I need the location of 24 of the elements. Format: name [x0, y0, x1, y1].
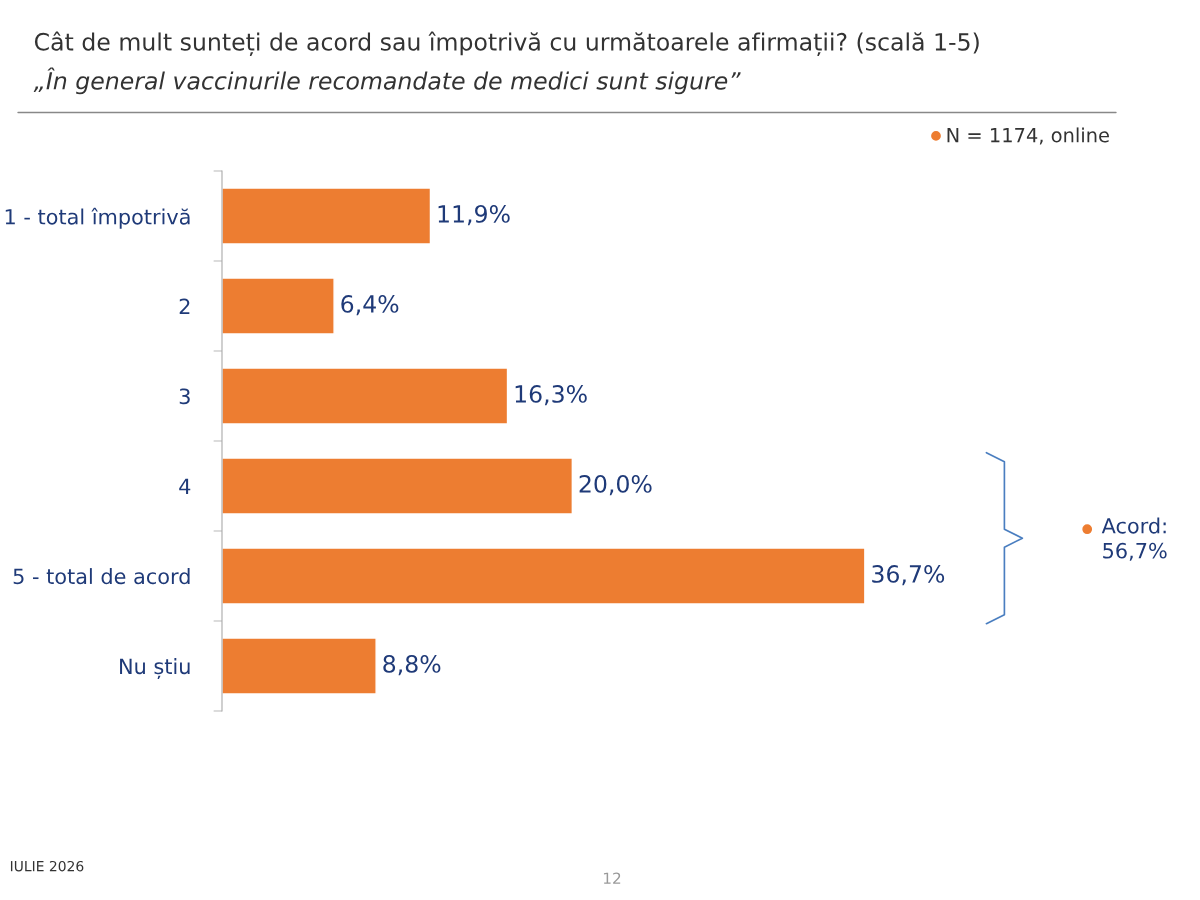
bar: [222, 367, 509, 425]
text: 12: [603, 872, 621, 884]
y-tick-label: 2: [179, 298, 190, 314]
data-label: 36,7%: [872, 564, 945, 586]
bar: [222, 187, 432, 245]
chart-title: Cât de mult sunteți de acord sau împotrivă cu următoarele afirmații? (scală 1-5): [34, 31, 979, 57]
y-tick-label: 1 - total împotrivă: [5, 207, 190, 229]
y-tick-label: 3: [179, 388, 190, 405]
chart-subtitle: „În general vaccinurile recomandate de medici sunt sigure”: [33, 67, 741, 95]
data-label: 16,3%: [515, 384, 587, 406]
bar: [222, 547, 866, 605]
y-tick-label: Nu știu: [120, 658, 190, 679]
text: Acord: 56,7%: [1101, 517, 1167, 561]
bar: [222, 457, 574, 515]
data-label: 6,4%: [341, 294, 399, 316]
data-label: 20,0%: [579, 474, 652, 496]
data-label: 11,9%: [438, 204, 510, 226]
data-label: 8,8%: [383, 654, 441, 676]
y-tick-label: 5 - total de acord: [13, 568, 190, 585]
text: IULIE 2026: [10, 860, 84, 872]
y-tick-label: 4: [179, 478, 191, 494]
bar: [222, 277, 335, 335]
bar: [222, 637, 377, 695]
text: N = 1174, online: [947, 127, 1109, 145]
